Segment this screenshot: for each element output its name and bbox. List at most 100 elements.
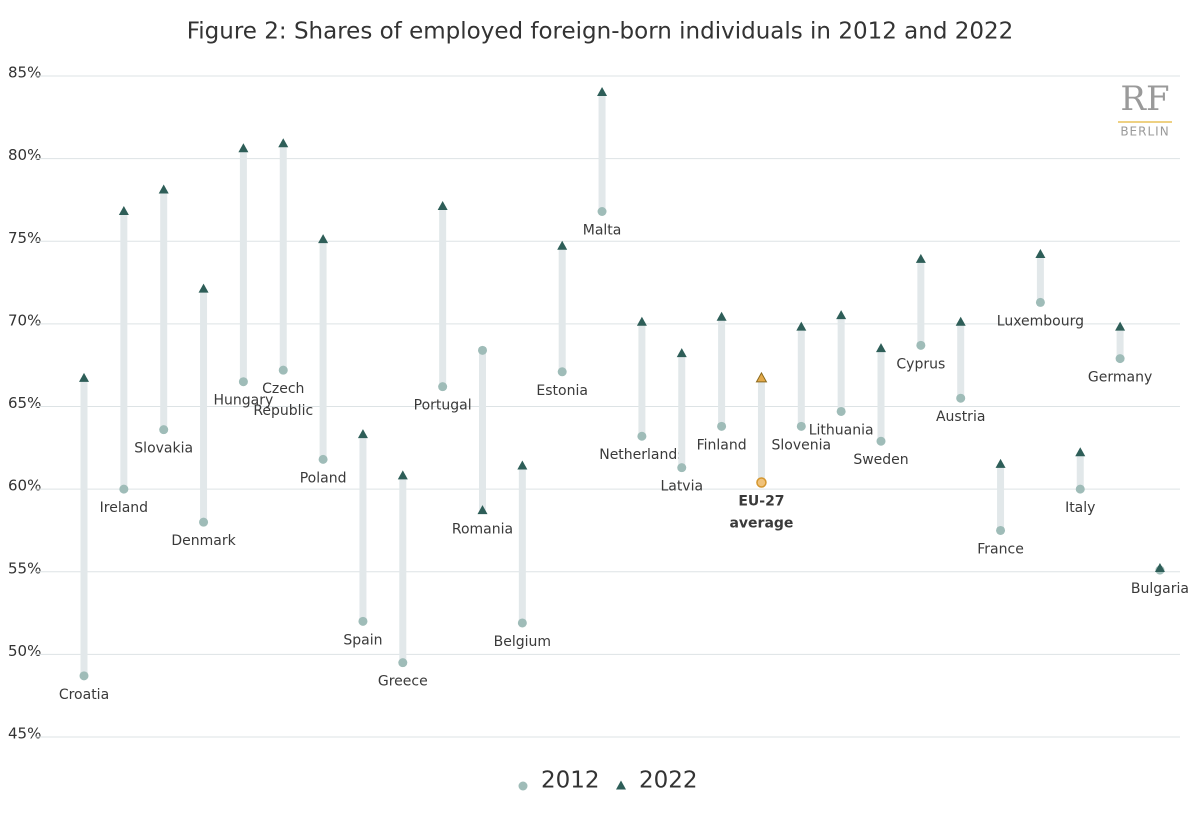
- marker-2022: [755, 371, 768, 383]
- marker-2022: [278, 138, 289, 148]
- category-label: Czech Republic: [253, 381, 313, 419]
- marker-2012: [836, 406, 846, 416]
- marker-2012: [478, 345, 487, 355]
- marker-2012: [199, 517, 209, 527]
- marker-2012: [916, 340, 926, 350]
- y-tick-label: 45%: [8, 725, 41, 743]
- legend-label: 2022: [639, 768, 698, 794]
- marker-2012: [557, 367, 567, 377]
- category-label: Greece: [378, 674, 428, 690]
- category-label: Croatia: [59, 687, 109, 703]
- marker-2022: [397, 470, 408, 480]
- marker-2012: [517, 618, 527, 628]
- category-label: Sweden: [853, 452, 908, 468]
- marker-2022: [636, 316, 647, 326]
- marker-2012: [238, 377, 248, 387]
- category-label: Finland: [697, 437, 747, 453]
- marker-2012: [119, 484, 129, 494]
- marker-2022: [158, 184, 169, 194]
- category-label: Romania: [452, 522, 513, 538]
- y-tick-label: 65%: [8, 394, 41, 412]
- marker-2022: [557, 240, 568, 250]
- marker-2022: [437, 201, 448, 211]
- category-label: Bulgaria: [1131, 581, 1189, 597]
- marker-2012: [717, 421, 727, 431]
- marker-2022: [79, 372, 89, 382]
- category-label: France: [977, 541, 1024, 557]
- marker-2012: [876, 436, 886, 446]
- category-label: Latvia: [660, 479, 703, 495]
- category-label: Ireland: [100, 500, 148, 516]
- marker-2022: [716, 311, 727, 321]
- chart-title: Figure 2: Shares of employed foreign-bor…: [187, 19, 1014, 45]
- marker-2022: [357, 429, 368, 439]
- category-label: Portugal: [414, 398, 472, 414]
- category-label: EU-27 average: [729, 494, 793, 532]
- category-label: Austria: [936, 409, 985, 425]
- legend-marker: [518, 781, 528, 791]
- category-label: Cyprus: [896, 356, 945, 372]
- marker-2012: [159, 425, 169, 435]
- logo-mark: RF: [1120, 79, 1169, 119]
- marker-2012: [996, 525, 1006, 535]
- y-tick-label: 70%: [8, 311, 41, 329]
- marker-2022: [676, 348, 687, 358]
- marker-2022: [1075, 447, 1086, 457]
- marker-2022: [796, 321, 807, 331]
- marker-2012: [398, 658, 408, 668]
- marker-2022: [517, 460, 528, 470]
- marker-2012: [637, 431, 647, 441]
- marker-2012: [438, 382, 448, 392]
- category-label: Malta: [583, 223, 622, 239]
- marker-2022: [836, 310, 847, 320]
- marker-2022: [1154, 562, 1165, 572]
- y-tick-label: 50%: [8, 642, 41, 660]
- marker-2012: [318, 454, 328, 464]
- marker-2022: [955, 316, 966, 326]
- category-label: Denmark: [171, 533, 236, 549]
- marker-2012: [756, 477, 767, 488]
- marker-2022: [995, 458, 1006, 468]
- marker-2012: [1075, 484, 1085, 494]
- marker-2022: [118, 206, 129, 216]
- marker-2022: [318, 234, 329, 244]
- category-label: Slovenia: [772, 437, 832, 453]
- marker-2022: [876, 343, 886, 353]
- category-label: Estonia: [536, 383, 588, 399]
- category-label: Poland: [300, 470, 347, 486]
- category-label: Slovakia: [134, 441, 193, 457]
- marker-2022: [915, 253, 926, 263]
- category-label: Lithuania: [809, 422, 874, 438]
- y-tick-label: 85%: [8, 64, 41, 82]
- marker-2022: [238, 143, 249, 153]
- legend-label: 2012: [541, 768, 600, 794]
- marker-2012: [597, 207, 607, 217]
- marker-2022: [477, 505, 488, 515]
- marker-2012: [677, 463, 687, 473]
- marker-2012: [278, 365, 288, 375]
- category-label: Spain: [343, 632, 382, 648]
- y-tick-label: 80%: [8, 146, 41, 164]
- marker-2012: [358, 616, 368, 626]
- y-tick-label: 75%: [8, 229, 41, 247]
- category-label: Italy: [1065, 500, 1095, 516]
- marker-2022: [198, 283, 209, 293]
- category-label: Belgium: [494, 634, 551, 650]
- category-label: Germany: [1088, 370, 1152, 386]
- marker-2012: [956, 393, 966, 403]
- marker-2012: [1115, 354, 1125, 364]
- category-label: Luxembourg: [997, 313, 1084, 329]
- category-label: Hungary: [214, 393, 274, 409]
- marker-2012: [1035, 297, 1045, 307]
- y-tick-label: 55%: [8, 559, 41, 577]
- marker-2012: [796, 421, 806, 431]
- marker-2012: [79, 671, 89, 681]
- legend-marker: [616, 780, 626, 790]
- logo-text: BERLIN: [1120, 125, 1169, 139]
- marker-2022: [1115, 321, 1126, 331]
- marker-2022: [1035, 248, 1046, 258]
- y-tick-label: 60%: [8, 477, 41, 495]
- category-label: Netherlands: [599, 447, 684, 463]
- marker-2022: [597, 87, 608, 97]
